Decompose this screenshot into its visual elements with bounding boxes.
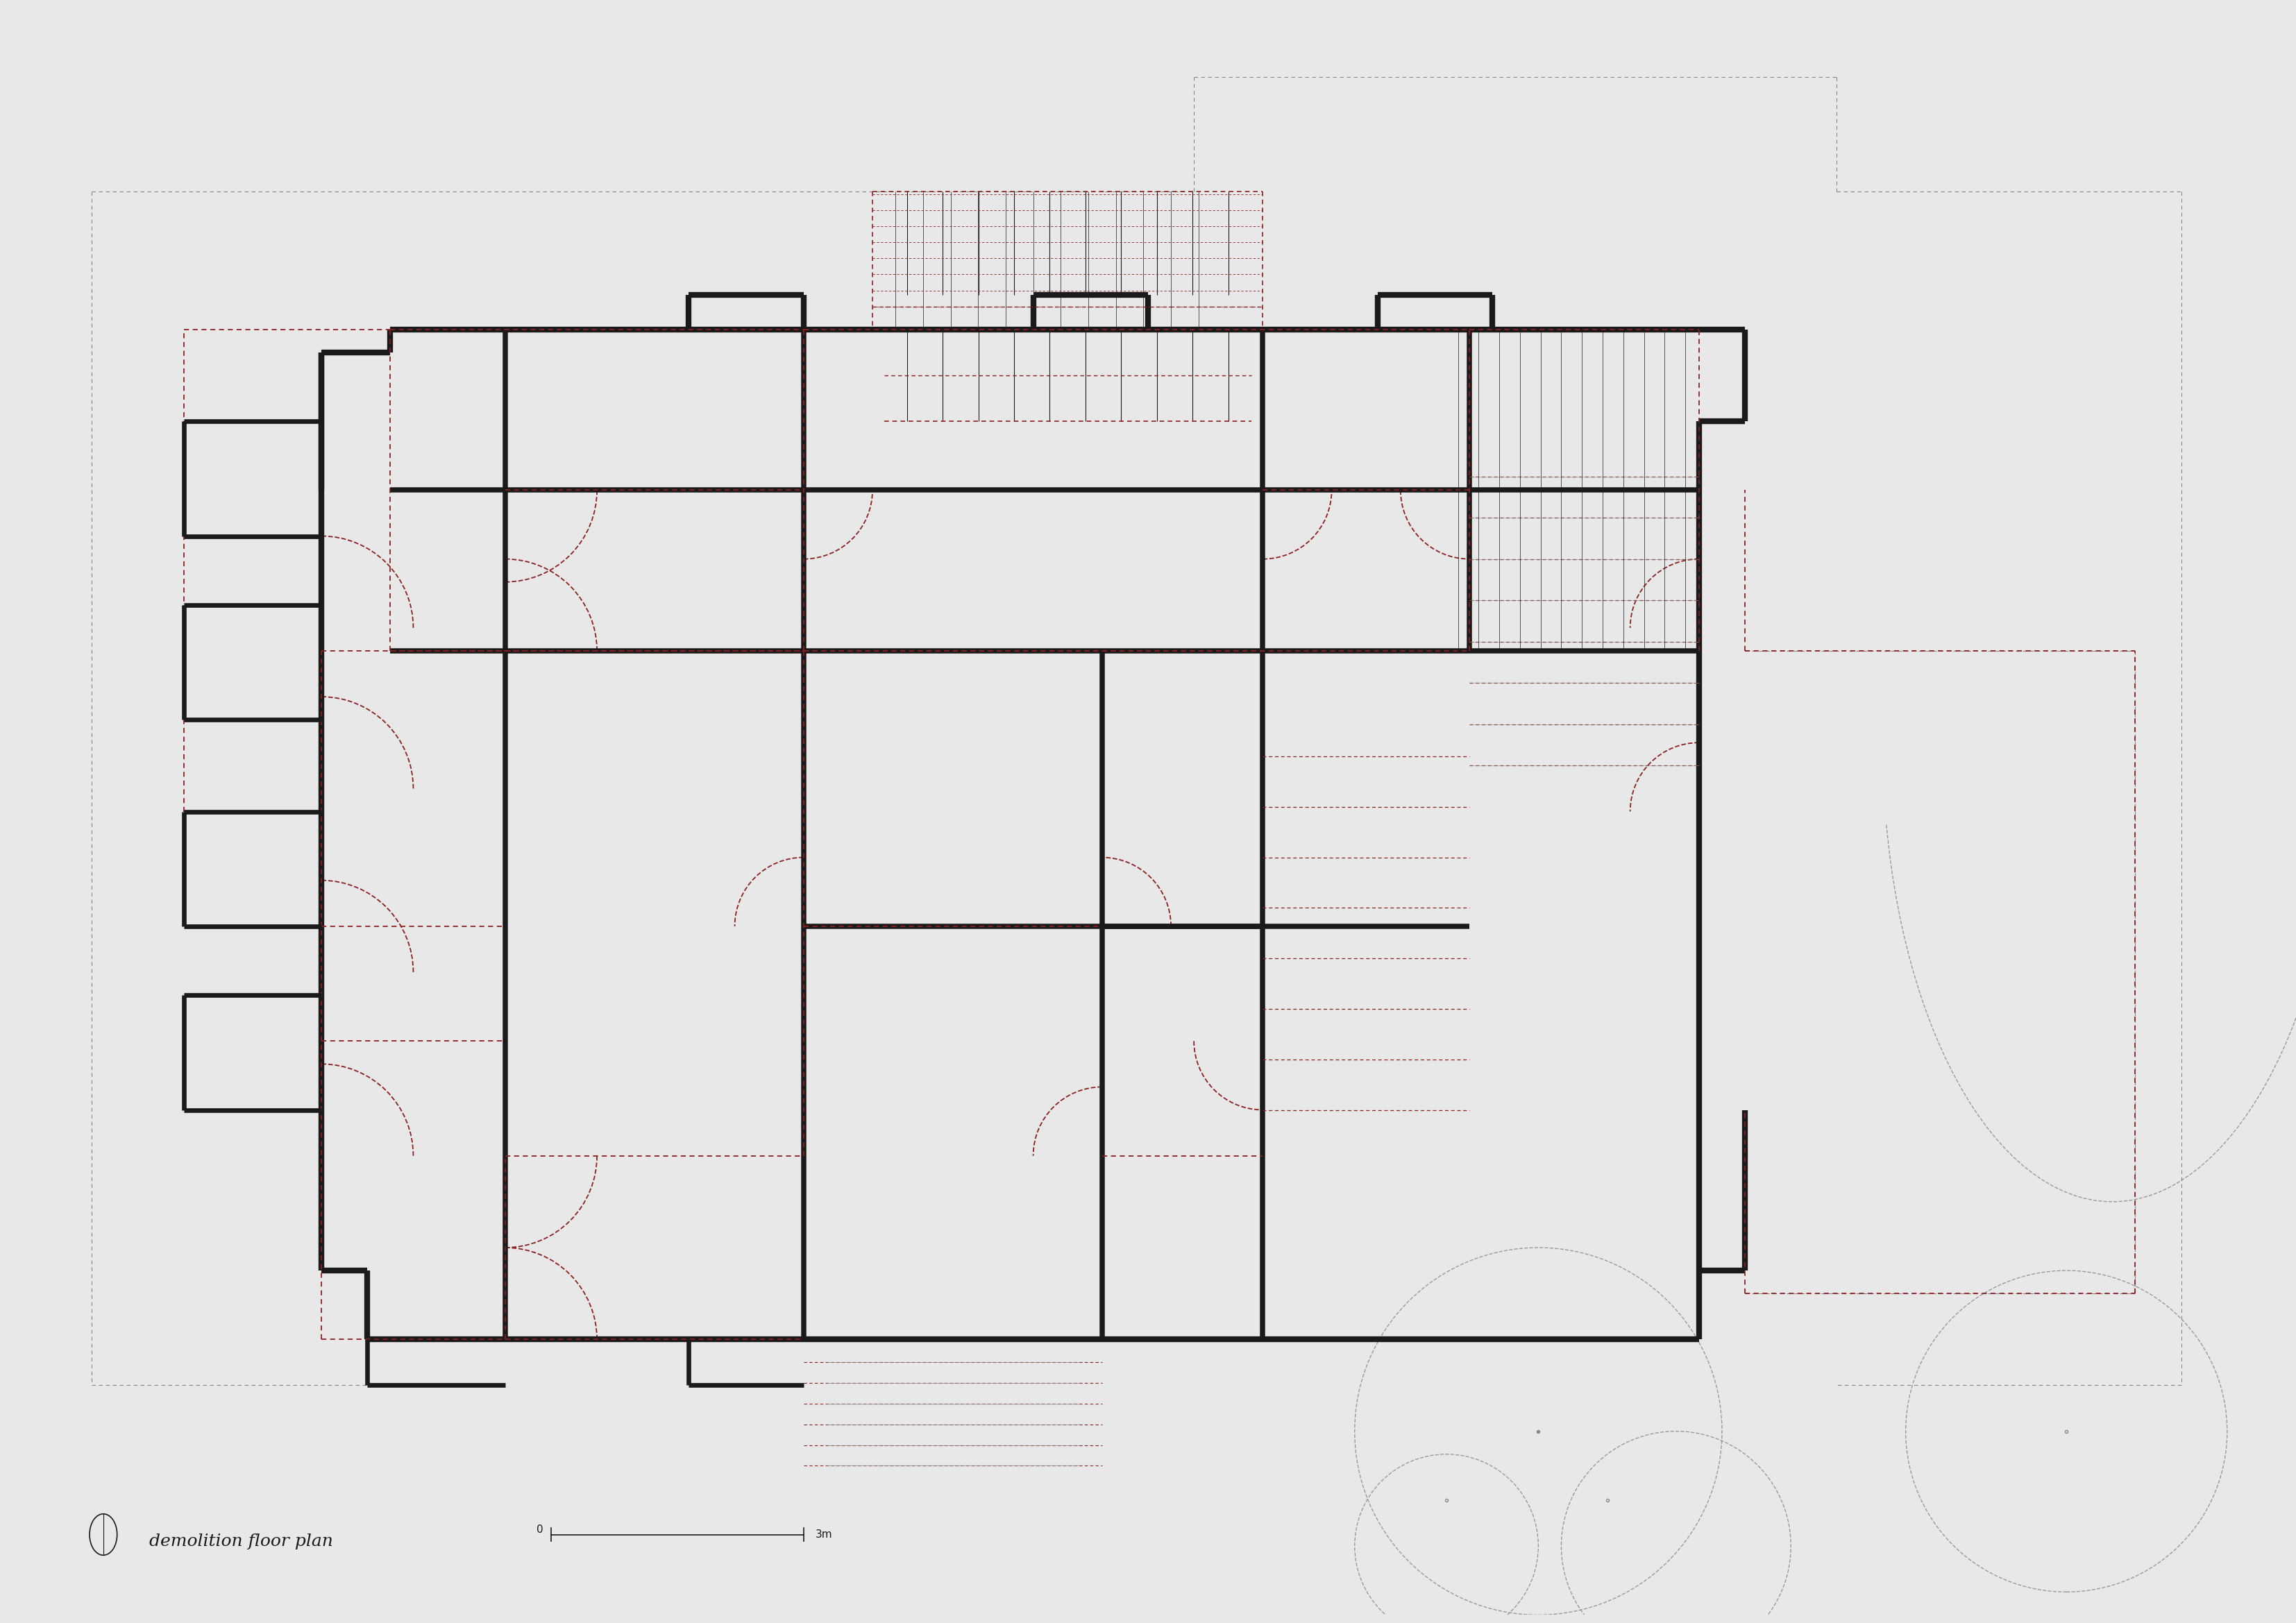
Text: 3m: 3m [815,1529,831,1540]
Text: 0: 0 [537,1524,542,1534]
Text: demolition floor plan: demolition floor plan [149,1534,333,1550]
